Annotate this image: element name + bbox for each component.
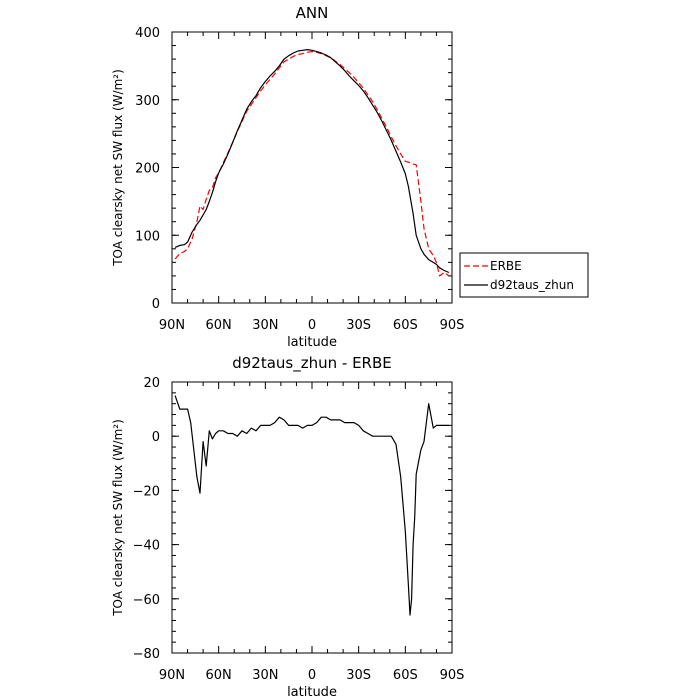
top-tick-labels: 90N 60N 30N 0 30S 60S 90S 0 100 200 300 400 xyxy=(135,26,464,333)
top-panel: ANN TOA clearsky net SW flux (W/m²) lati… xyxy=(111,4,464,350)
bottom-x-tick-label: 60S xyxy=(393,668,418,683)
top-y-tick-label: 300 xyxy=(135,94,160,109)
bottom-y-tick-label: 0 xyxy=(152,430,160,445)
bottom-chart-title: d92taus_zhun - ERBE xyxy=(232,354,392,373)
top-plot-lines xyxy=(174,48,450,277)
bottom-x-axis-label: latitude xyxy=(287,685,337,700)
legend-box xyxy=(459,252,589,298)
top-y-tick-label: 200 xyxy=(135,162,160,177)
top-y-axis-label: TOA clearsky net SW flux (W/m²) xyxy=(111,69,125,267)
bottom-plot-lines xyxy=(174,395,449,616)
bottom-series-line-0 xyxy=(174,395,449,616)
bottom-x-tick-label: 90N xyxy=(159,668,185,683)
top-series-line-d92taus-zhun xyxy=(174,48,450,274)
bottom-x-tick-label: 30S xyxy=(346,668,371,683)
bottom-panel: d92taus_zhun - ERBE TOA clearsky net SW … xyxy=(111,354,464,700)
bottom-y-tick-label: −60 xyxy=(133,593,160,608)
top-y-tick-label: 100 xyxy=(135,229,160,244)
top-plot-frame xyxy=(171,31,453,304)
top-y-tick-label: 400 xyxy=(135,26,160,41)
bottom-y-tick-label: −20 xyxy=(133,484,160,499)
top-series-line-erbe xyxy=(174,50,450,277)
bottom-y-tick-label: 20 xyxy=(143,376,160,391)
bottom-x-tick-label: 90S xyxy=(440,668,465,683)
top-x-tick-label: 90S xyxy=(440,318,465,333)
bottom-plot-frame xyxy=(171,381,453,654)
top-x-tick-label: 30S xyxy=(346,318,371,333)
top-x-axis-label: latitude xyxy=(287,335,337,350)
bottom-x-tick-label: 30N xyxy=(252,668,278,683)
bottom-y-tick-label: −80 xyxy=(133,647,160,662)
top-x-tick-label: 0 xyxy=(308,318,316,333)
top-x-tick-label: 30N xyxy=(252,318,278,333)
bottom-y-axis-label: TOA clearsky net SW flux (W/m²) xyxy=(111,419,125,617)
top-x-tick-label: 60S xyxy=(393,318,418,333)
top-chart-title: ANN xyxy=(296,4,329,22)
top-x-tick-label: 90N xyxy=(159,318,185,333)
bottom-x-tick-label: 60N xyxy=(206,668,232,683)
top-ticks xyxy=(171,31,453,304)
legend-erbe-label: ERBE xyxy=(490,259,522,273)
legend-model-label: d92taus_zhun xyxy=(490,278,574,292)
top-x-tick-label: 60N xyxy=(206,318,232,333)
bottom-tick-labels: 90N 60N 30N 0 30S 60S 90S −80 −60 −40 −20 0 20 xyxy=(133,376,465,683)
bottom-y-tick-label: −40 xyxy=(133,539,160,554)
top-y-tick-label: 0 xyxy=(152,297,160,312)
bottom-x-tick-label: 0 xyxy=(308,668,316,683)
legend: ERBE d92taus_zhun xyxy=(459,252,589,298)
